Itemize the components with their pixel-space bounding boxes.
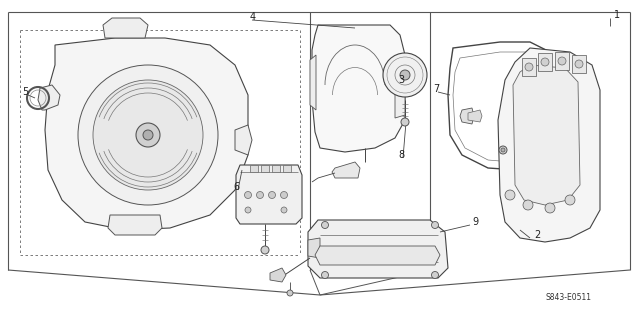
Text: S843-E0511: S843-E0511 [545,294,591,303]
Circle shape [501,148,505,152]
Polygon shape [250,165,258,172]
Text: 5: 5 [22,87,28,97]
Polygon shape [261,165,269,172]
Polygon shape [38,85,60,110]
Polygon shape [395,72,405,118]
Circle shape [575,60,583,68]
Circle shape [499,146,507,154]
Circle shape [321,271,328,279]
Circle shape [431,222,438,228]
Polygon shape [236,165,302,224]
Polygon shape [235,125,252,155]
Polygon shape [498,48,600,242]
Polygon shape [308,220,448,278]
Text: 6: 6 [233,182,239,192]
Circle shape [523,200,533,210]
Polygon shape [308,238,320,258]
Polygon shape [45,38,248,230]
Circle shape [400,70,410,80]
Circle shape [136,123,160,147]
Circle shape [280,192,287,198]
Polygon shape [283,165,291,172]
Circle shape [401,118,409,126]
Polygon shape [117,115,178,155]
Polygon shape [270,268,286,282]
Text: 1: 1 [614,10,620,20]
Polygon shape [468,110,482,122]
Text: 3: 3 [398,75,404,85]
Polygon shape [572,55,586,73]
Polygon shape [522,58,536,76]
Circle shape [321,222,328,228]
Circle shape [257,192,264,198]
Text: 8: 8 [398,150,404,160]
Polygon shape [513,65,580,205]
Polygon shape [103,18,148,38]
Circle shape [281,207,287,213]
Polygon shape [310,55,316,110]
Polygon shape [538,53,552,71]
Circle shape [269,192,275,198]
Text: 2: 2 [534,230,540,240]
Circle shape [545,203,555,213]
Circle shape [245,207,251,213]
Circle shape [431,271,438,279]
Polygon shape [272,165,280,172]
Circle shape [287,290,293,296]
Text: 7: 7 [433,84,439,94]
Circle shape [93,80,203,190]
Polygon shape [460,108,474,124]
Circle shape [261,246,269,254]
Polygon shape [332,162,360,178]
Circle shape [525,63,533,71]
Circle shape [244,192,252,198]
Polygon shape [108,215,162,235]
Polygon shape [312,25,405,152]
Circle shape [78,65,218,205]
Circle shape [505,190,515,200]
Circle shape [541,58,549,66]
Text: 4: 4 [250,12,256,22]
Circle shape [143,130,153,140]
Circle shape [383,53,427,97]
Circle shape [565,195,575,205]
Polygon shape [555,52,569,70]
Polygon shape [315,246,440,265]
Text: 9: 9 [472,217,478,227]
Circle shape [558,57,566,65]
